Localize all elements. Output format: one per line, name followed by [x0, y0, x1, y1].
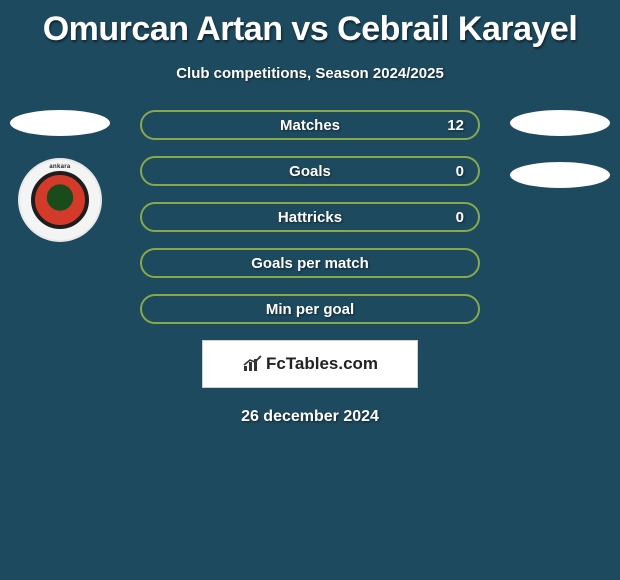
stat-bar-value: 12: [447, 117, 464, 134]
stat-bar: Hattricks 0: [140, 202, 480, 232]
club-logo-left: ankara: [18, 158, 102, 242]
stat-bar: Goals 0: [140, 156, 480, 186]
date-text: 26 december 2024: [0, 408, 620, 426]
stat-bar: Min per goal: [140, 294, 480, 324]
subtitle: Club competitions, Season 2024/2025: [0, 65, 620, 82]
comparison-region: ankara Matches 12 Goals 0 Hattricks 0 Goals pe…: [0, 110, 620, 426]
page-title: Omurcan Artan vs Cebrail Karayel: [0, 0, 620, 49]
player-right-placeholder-1: [510, 110, 610, 136]
stat-bar-label: Goals: [289, 163, 331, 180]
stat-bar: Matches 12: [140, 110, 480, 140]
player-left-placeholder: [10, 110, 110, 136]
stat-bar-label: Min per goal: [266, 301, 354, 318]
stat-bar-value: 0: [456, 209, 464, 226]
stat-bar-label: Goals per match: [251, 255, 369, 272]
stat-bar-label: Matches: [280, 117, 340, 134]
chart-icon: [242, 355, 264, 373]
attribution-box: FcTables.com: [202, 340, 418, 388]
club-logo-left-text: ankara: [20, 164, 100, 170]
stat-bar-label: Hattricks: [278, 209, 342, 226]
attribution-text: FcTables.com: [266, 354, 378, 374]
stat-bars: Matches 12 Goals 0 Hattricks 0 Goals per match…: [140, 110, 480, 324]
stat-bar: Goals per match: [140, 248, 480, 278]
player-right-placeholder-2: [510, 162, 610, 188]
club-logo-left-inner: [31, 171, 89, 229]
stat-bar-value: 0: [456, 163, 464, 180]
